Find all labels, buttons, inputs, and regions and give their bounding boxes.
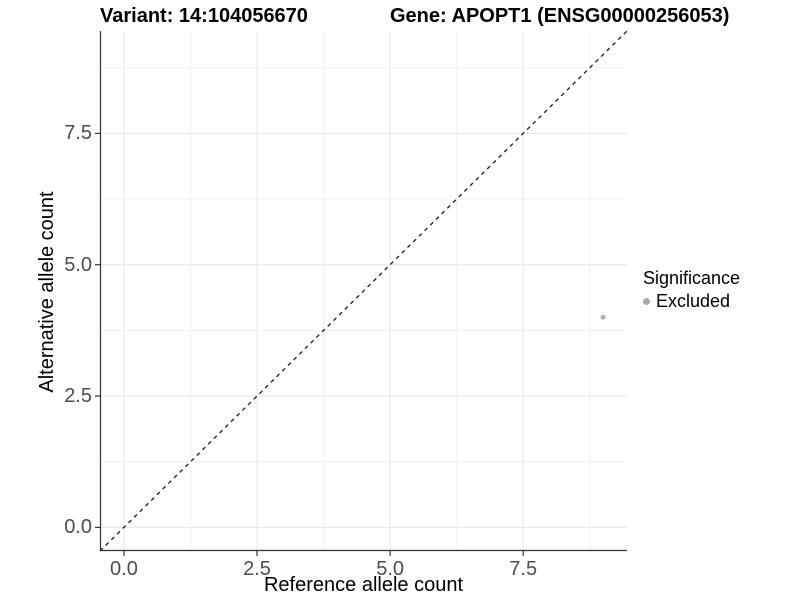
y-tick-label: 2.5 (64, 385, 92, 408)
x-tick-label: 7.5 (509, 558, 538, 580)
legend-title: Significance (643, 268, 741, 288)
legend-key-circle-icon (643, 297, 650, 305)
y-axis-title: Alternative allele count (36, 191, 58, 393)
legend: Significance Excluded (643, 268, 740, 311)
x-tick-label: 0.0 (110, 558, 138, 580)
data-point (600, 314, 606, 320)
y-tick-label: 5.0 (64, 253, 92, 276)
x-axis-title: Reference allele count (263, 574, 463, 596)
legend-entry-label: Excluded (656, 291, 731, 311)
plot-title-variant: Variant: 14:104056670 (100, 5, 308, 27)
plot-panel (95, 30, 628, 556)
legend-entry-excluded: Excluded (643, 291, 740, 311)
y-tick-label: 0.0 (64, 516, 92, 539)
x-tick-label: 2.5 (243, 558, 271, 580)
plot-title-gene: Gene: APOPT1 (ENSG00000256053) (390, 5, 730, 27)
x-tick-label: 5.0 (376, 558, 405, 580)
y-tick-label: 7.5 (64, 122, 92, 145)
identity-dashed-line (99, 30, 628, 552)
plot-svg (95, 30, 628, 556)
